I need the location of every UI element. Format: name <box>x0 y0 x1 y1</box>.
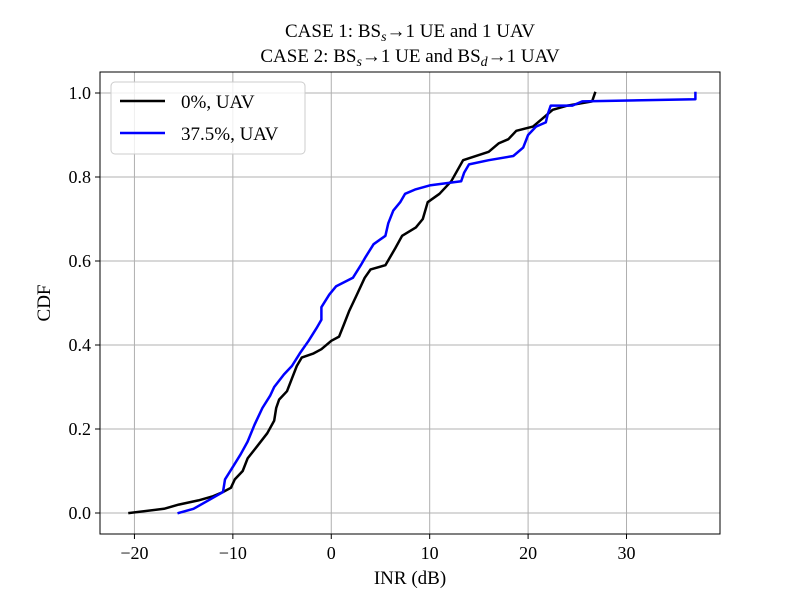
legend-label-0: 0%, UAV <box>181 92 255 113</box>
series-line-1 <box>177 91 697 515</box>
series-layer <box>128 91 697 515</box>
chart-title-line-1: CASE 1: BSs→1 UE and 1 UAV <box>285 21 535 45</box>
legend: 0%, UAV 37.5%, UAV <box>110 81 306 155</box>
series-line-0 <box>128 91 597 515</box>
title1-sub: s <box>381 30 387 45</box>
title1-post: →1 UE and 1 UAV <box>387 21 536 42</box>
title2-sub1: s <box>356 55 362 70</box>
title2-post: →1 UAV <box>488 46 560 67</box>
chart-title-line-2: CASE 2: BSs→1 UE and BSd→1 UAV <box>260 46 560 70</box>
y-tick-label: 0.6 <box>69 251 92 271</box>
y-axis-label: CDF <box>34 285 55 322</box>
x-axis-label: INR (dB) <box>374 568 446 589</box>
y-tick-label: 0.4 <box>69 335 92 355</box>
title2-mid: →1 UE and BS <box>362 46 481 67</box>
y-tick-label: 0.0 <box>69 503 92 523</box>
x-tick-label: 20 <box>519 543 537 563</box>
x-tick-label: 10 <box>421 543 439 563</box>
y-tick-label: 0.2 <box>69 419 92 439</box>
y-tick-label: 0.8 <box>69 167 92 187</box>
title1-pre: CASE 1: BS <box>285 21 381 42</box>
legend-label-1: 37.5%, UAV <box>181 124 279 145</box>
title2-sub2: d <box>481 55 489 70</box>
ticks: −20 −10 0 10 20 30 0.0 0.2 0.4 0.6 0.8 1.0 <box>69 83 636 563</box>
title2-pre: CASE 2: BS <box>260 46 356 67</box>
x-tick-label: 30 <box>618 543 636 563</box>
x-tick-label: −20 <box>120 543 148 563</box>
x-tick-label: −10 <box>219 543 247 563</box>
plot-frame <box>99 71 721 535</box>
x-tick-label: 0 <box>327 543 336 563</box>
y-tick-label: 1.0 <box>69 83 92 103</box>
